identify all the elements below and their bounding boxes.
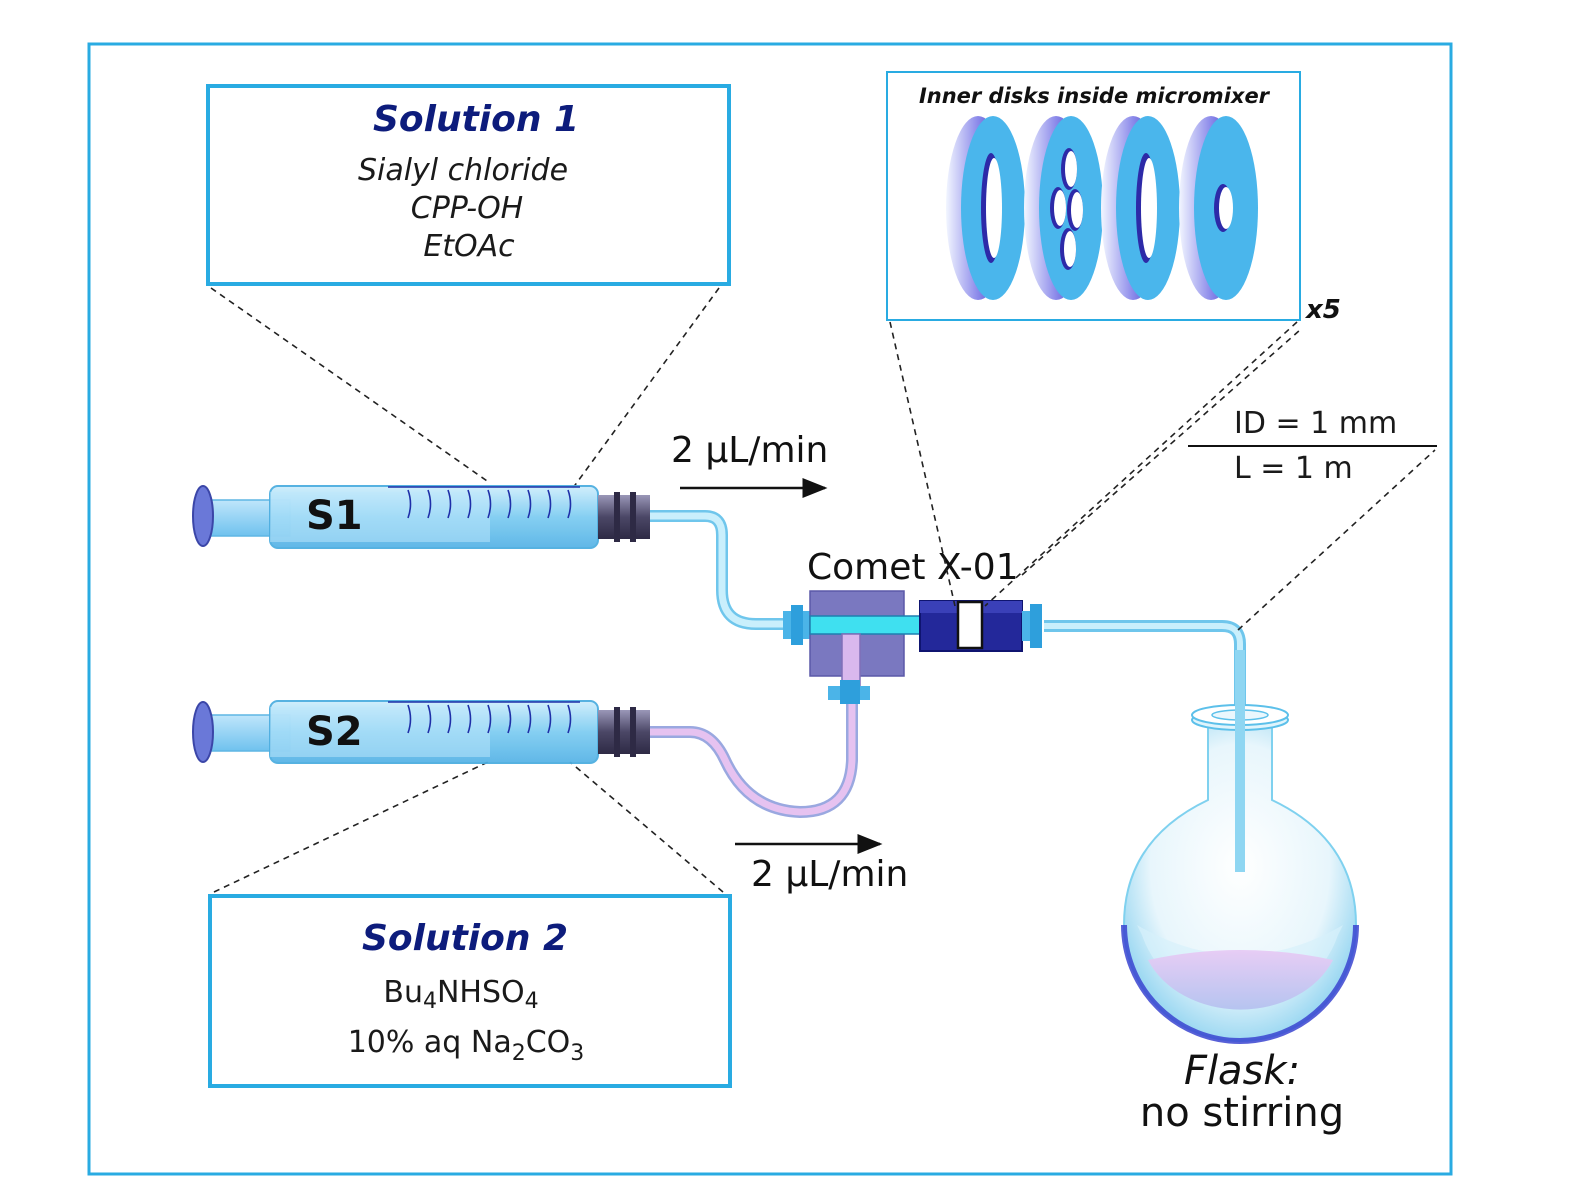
- solution2-title: Solution 2: [362, 918, 568, 959]
- zoom-line: [210, 287, 491, 484]
- round-bottom-flask: [1121, 650, 1359, 1044]
- flask-label: Flask:: [1184, 1048, 1300, 1094]
- syringe-s1-label: S1: [306, 493, 363, 539]
- solution2-box: Solution 2 Bu4NHSO4 10% aq Na2CO3: [208, 894, 732, 1088]
- flow-rate-bottom: 2 μL/min: [751, 854, 908, 895]
- mixer-label: Comet X-01: [807, 547, 1019, 588]
- solution2-line-2: 10% aq Na2CO3: [348, 1025, 585, 1066]
- inset-box: Inner disks inside micromixer: [886, 71, 1301, 321]
- micromixer: [919, 600, 1042, 652]
- zoom-line: [569, 761, 724, 893]
- flask-liquid: [1148, 950, 1333, 1010]
- zoom-line: [984, 321, 1298, 607]
- syringe-s2: S2: [192, 700, 650, 764]
- solution2-line-1: Bu4NHSO4: [383, 975, 538, 1014]
- zoom-line: [889, 321, 956, 607]
- tubing-length: L = 1 m: [1234, 451, 1353, 486]
- solution1-line-2: CPP-OH: [411, 191, 524, 226]
- zoom-line: [213, 761, 489, 893]
- zoom-line: [1237, 449, 1436, 631]
- syringe-s1: S1: [192, 485, 650, 549]
- solution1-line-1: Sialyl chloride: [358, 153, 568, 188]
- disk-1: [946, 116, 1025, 300]
- inset-multiplier: x5: [1304, 295, 1341, 325]
- disk-2: [1024, 116, 1103, 300]
- outer-frame: [87, 42, 1453, 1176]
- solution1-box: Solution 1 Sialyl chloride CPP-OH EtOAc: [206, 84, 731, 286]
- zoom-line: [1021, 329, 1301, 576]
- zoom-line: [569, 287, 720, 493]
- tubing-id: ID = 1 mm: [1234, 406, 1397, 441]
- flow-rate-top: 2 μL/min: [671, 430, 828, 471]
- disk-4: [1179, 116, 1258, 300]
- flask-note: no stirring: [1140, 1090, 1344, 1136]
- t-mixer: [783, 590, 921, 704]
- disk-3: [1101, 116, 1180, 300]
- syringe-s2-label: S2: [306, 709, 363, 755]
- solution1-title: Solution 1: [373, 99, 579, 140]
- inset-title: Inner disks inside micromixer: [919, 84, 1271, 108]
- solution1-line-3: EtOAc: [423, 229, 515, 264]
